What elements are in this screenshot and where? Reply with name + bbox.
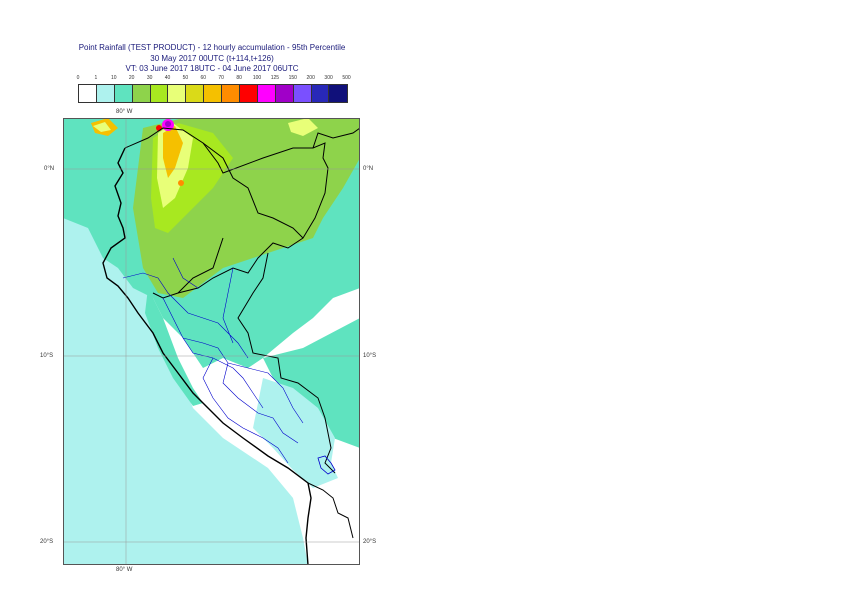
legend-tick-label: 200 xyxy=(306,75,315,81)
chart-title: Point Rainfall (TEST PRODUCT) - 12 hourl… xyxy=(78,43,346,52)
legend-tick-label: 1 xyxy=(94,75,98,81)
rain-field-coast-north-inner xyxy=(93,122,111,132)
legend-swatch-1 xyxy=(96,85,115,102)
legend-swatch-9 xyxy=(240,85,258,102)
lon-label-top: 80° W xyxy=(116,109,133,115)
lat-label-right-20s: 20°S xyxy=(363,539,377,545)
rain-field-coast-strip xyxy=(145,288,203,406)
legend-swatch-8 xyxy=(222,85,241,102)
color-legend: 0 1 10 20 30 40 50 60 70 80 100 125 150 200 300 500 xyxy=(73,75,353,105)
graticule xyxy=(63,118,360,565)
map-frame xyxy=(63,118,360,565)
legend-tick-label: 500 xyxy=(342,75,351,81)
legend-swatch-0 xyxy=(79,85,97,102)
legend-tick-label: 10 xyxy=(111,75,117,81)
lake-titicaca xyxy=(317,455,336,475)
rain-peak-purple xyxy=(165,121,171,127)
country-border xyxy=(237,252,336,474)
rain-field-east-north xyxy=(288,118,318,136)
legend-swatches xyxy=(78,84,349,103)
legend-tick-label: 30 xyxy=(146,75,153,81)
legend-swatch-5 xyxy=(168,85,187,102)
legend-tick-label: 40 xyxy=(164,75,171,81)
coastline xyxy=(102,147,312,566)
legend-swatch-14 xyxy=(329,85,348,102)
rain-field-amazon xyxy=(263,318,360,448)
legend-swatch-13 xyxy=(311,85,330,102)
legend-tick-label: 50 xyxy=(182,75,189,81)
legend-tick-label: 0 xyxy=(76,75,80,81)
rain-peak-orange xyxy=(178,180,184,186)
rainfall-fields xyxy=(63,118,360,488)
legend-swatch-6 xyxy=(186,85,205,102)
legend-tick-label: 80 xyxy=(236,75,242,81)
legend-tick-label: 100 xyxy=(252,75,262,81)
rain-field-60mm xyxy=(163,126,183,178)
legend-swatch-3 xyxy=(132,85,151,102)
valid-time: VT: 03 June 2017 18UTC - 04 June 2017 06… xyxy=(125,64,299,73)
country-border xyxy=(177,237,224,294)
legend-swatch-12 xyxy=(293,85,312,102)
lon-label-bottom: 80° W xyxy=(116,567,133,573)
lat-label-left-10s: 10°S xyxy=(40,353,54,359)
legend-swatch-4 xyxy=(150,85,169,102)
legend-tick-label: 20 xyxy=(128,75,135,81)
legend-swatch-2 xyxy=(114,85,133,102)
rain-field-andes-south xyxy=(253,378,338,488)
lat-label-left-20s: 20°S xyxy=(40,539,54,545)
rainfall-map xyxy=(63,118,361,566)
legend-swatch-7 xyxy=(204,85,223,102)
map-canvas xyxy=(63,118,361,566)
legend-tick-label: 300 xyxy=(324,75,333,81)
base-time: 30 May 2017 00UTC (t+114,t+126) xyxy=(150,54,274,63)
country-border xyxy=(307,482,354,539)
lat-label-left-0: 0°N xyxy=(44,166,55,172)
lat-label-right-0: 0°N xyxy=(363,166,374,172)
legend-tick-label: 60 xyxy=(200,75,207,81)
country-border xyxy=(202,142,304,239)
legend-tick-label: 70 xyxy=(218,75,224,81)
legend-swatch-11 xyxy=(275,85,294,102)
country-border xyxy=(124,127,329,299)
lat-label-right-10s: 10°S xyxy=(363,353,377,359)
legend-tick-label: 125 xyxy=(270,75,280,81)
legend-tick-label: 150 xyxy=(288,75,297,81)
legend-swatch-10 xyxy=(257,85,276,102)
map-lines xyxy=(102,127,361,566)
regional-borders xyxy=(122,257,304,464)
country-border xyxy=(312,127,361,149)
